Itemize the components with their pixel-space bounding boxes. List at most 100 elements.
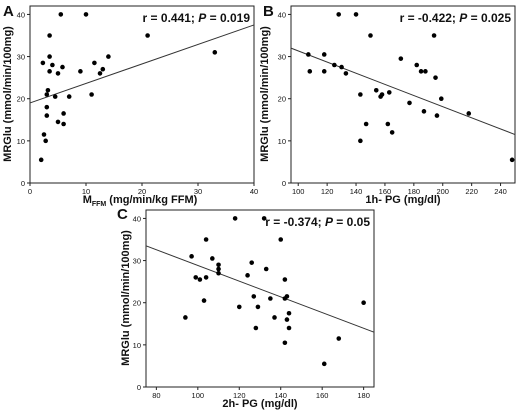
stat-part: P [198,11,207,25]
data-point [52,94,58,99]
x-tick-label: 80 [152,391,160,400]
y-tick-label: 40 [133,214,141,223]
data-point [373,87,379,93]
data-point [307,69,313,74]
data-point [379,92,385,97]
data-point [193,275,199,280]
stat-part: r = -0.374; [265,215,325,229]
data-point [40,60,46,66]
data-point [438,96,444,102]
x-tick-label: 180 [357,391,370,400]
panel-a: 0 10 20 30 40 0 10 20 30 40 r = 0.441; P = 0.019 MF… [2,3,258,208]
data-point [414,62,420,68]
data-point [272,315,277,320]
data-point [216,262,221,268]
data-point [278,237,284,242]
y-axis-label: MRGlu (mmol/min/100mg) [259,26,271,162]
data-point [41,132,47,137]
data-point [83,12,89,17]
data-point [43,138,48,144]
data-point [44,113,50,118]
panel-letter: B [263,3,274,20]
y-tick-label: 10 [278,137,286,146]
stat-part: = 0.05 [333,215,370,229]
x-axis-label-part: 1h- PG (mg/dl) [365,194,441,206]
y-tick-label: 20 [133,299,141,308]
data-point [189,254,194,259]
data-point [47,33,52,38]
x-tick-label: 200 [436,187,449,196]
data-point [212,50,218,55]
plot-frame [290,5,516,184]
data-point [236,304,242,310]
y-tick-label: 10 [133,341,141,350]
x-tick-label: 100 [192,391,205,400]
x-tick-label: 30 [194,187,202,196]
stat-part: r = 0.441; [143,11,199,25]
data-point [251,294,257,299]
y-tick-label: 20 [17,95,25,104]
data-point [284,317,290,322]
data-point [336,336,342,341]
data-point [358,92,363,97]
data-point [386,90,392,95]
data-point [421,109,427,114]
stat-part: = 0.019 [206,11,250,25]
data-point [249,260,255,265]
data-point [282,340,288,346]
regression-line [29,24,255,104]
regression-line [290,47,516,136]
data-point [306,52,311,57]
x-tick-label: 140 [350,187,363,196]
data-point [47,69,52,74]
data-point [38,157,44,163]
data-point [47,54,52,59]
data-point [407,100,412,106]
y-axis-label: MRGlu (mmol/min/100mg) [120,230,132,366]
plot-frame [29,5,255,184]
data-point [321,361,327,367]
panel-letter: A [3,3,14,20]
data-point [398,56,404,61]
data-point [339,64,344,70]
data-point [389,130,395,135]
data-point [353,12,359,17]
data-point [509,157,515,163]
data-point [253,325,259,331]
stat-part: r = -0.422; [400,11,460,25]
data-point [336,12,341,17]
data-point [50,62,55,68]
x-axis-label-part: FFM [92,201,107,208]
data-point [145,33,150,38]
data-point [216,270,221,276]
data-point [66,94,72,99]
x-axis-label: 2h- PG (mg/dl) [222,398,298,410]
data-point [284,294,290,299]
stat-part: P [325,215,334,229]
x-tick-label: 40 [250,187,258,196]
data-point [434,113,440,118]
data-point [44,92,50,97]
stat-part: P [459,11,468,25]
y-tick-label: 10 [17,137,25,146]
x-axis-label-part: 2h- PG (mg/dl) [222,398,298,410]
data-point [89,92,94,97]
data-point [245,273,250,278]
data-point [232,216,238,221]
x-axis-label: MFFM (mg/min/kg FFM) [83,194,198,208]
y-tick-label: 40 [278,10,286,19]
data-point [433,75,438,80]
data-point [286,310,292,316]
data-point [45,87,51,93]
data-point [343,71,349,76]
data-point [197,277,203,282]
data-point [261,216,267,221]
correlation-stat: r = -0.374; P = 0.05 [265,215,370,229]
x-tick-label: 0 [28,187,32,196]
data-point [58,12,64,17]
y-axis-label: MRGlu (mmol/min/100mg) [2,26,14,162]
x-tick-label: 100 [292,187,305,196]
data-point [321,52,327,57]
data-point [183,315,188,320]
data-point [44,104,50,110]
